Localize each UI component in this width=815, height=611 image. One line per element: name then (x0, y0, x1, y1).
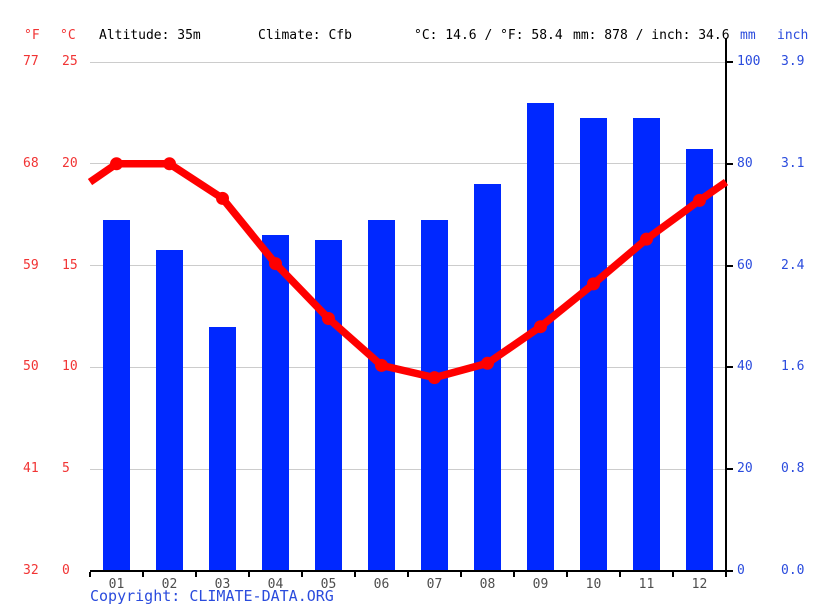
celsius-tick-label: 0 (62, 563, 70, 578)
mm-tick-label: 0 (737, 563, 745, 578)
precip-bar-10 (580, 117, 607, 571)
month-label-07: 07 (426, 577, 443, 592)
inch-tick-label: 2.4 (781, 257, 805, 273)
x-axis-tick (513, 572, 515, 577)
fahrenheit-tick-label: 77 (23, 54, 39, 69)
precip-bar-01 (103, 219, 130, 571)
temperature-polyline (87, 160, 729, 382)
inch-tick-label: 0.0 (781, 563, 805, 578)
month-label-06: 06 (373, 577, 390, 592)
month-label-12: 12 (691, 577, 708, 592)
precip-bar-11 (633, 117, 660, 571)
fahrenheit-tick-label: 41 (23, 461, 39, 477)
x-axis-line (90, 570, 728, 572)
mm-tick-label: 100 (737, 54, 761, 69)
celsius-tick-label: 10 (62, 359, 78, 375)
right-axis-tick (726, 570, 733, 572)
right-axis-tick (726, 468, 733, 471)
month-label-11: 11 (638, 577, 655, 592)
mm-tick-label: 60 (737, 257, 753, 273)
month-label-03: 03 (214, 577, 231, 592)
altitude-label: Altitude: 35m (99, 28, 201, 43)
right-axis-tick (726, 366, 733, 369)
x-axis-tick (248, 572, 250, 577)
precip-bar-03 (209, 326, 236, 571)
precip-bar-02 (156, 250, 183, 571)
climate-class-label: Climate: Cfb (258, 28, 352, 43)
x-axis-tick (725, 572, 727, 577)
month-label-10: 10 (585, 577, 602, 592)
precip-bar-09 (527, 102, 554, 571)
month-label-09: 09 (532, 577, 549, 592)
right-axis-tick (726, 162, 733, 165)
copyright-link[interactable]: CLIMATE-DATA.ORG (189, 587, 334, 605)
inch-tick-label: 1.6 (781, 359, 805, 375)
gridline (90, 468, 726, 470)
celsius-tick-label: 5 (62, 461, 70, 477)
inch-tick-label: 3.9 (781, 54, 805, 69)
precip-bar-12 (686, 148, 713, 571)
precip-bar-08 (474, 184, 501, 571)
gridline (90, 265, 726, 267)
x-axis-tick (142, 572, 144, 577)
mean-temperature-label: °C: 14.6 / °F: 58.4 (414, 28, 563, 43)
fahrenheit-axis-title: °F (24, 28, 40, 43)
fahrenheit-tick-label: 50 (23, 359, 39, 375)
x-axis-tick (407, 572, 409, 577)
right-axis-line (725, 38, 727, 572)
inch-tick-label: 0.8 (781, 461, 805, 477)
precip-bar-06 (368, 219, 395, 571)
mm-tick-label: 20 (737, 461, 753, 477)
copyright: Copyright: CLIMATE-DATA.ORG (90, 587, 334, 605)
x-axis-tick (301, 572, 303, 577)
x-axis-tick (566, 572, 568, 577)
x-axis-tick (619, 572, 621, 577)
month-label-05: 05 (320, 577, 337, 592)
annual-precipitation-label: mm: 878 / inch: 34.6 (573, 28, 730, 43)
inch-axis-title: inch (777, 28, 809, 43)
month-label-01: 01 (108, 577, 125, 592)
fahrenheit-tick-label: 59 (23, 257, 39, 273)
precip-bar-04 (262, 235, 289, 571)
x-axis-tick (89, 572, 91, 577)
inch-tick-label: 3.1 (781, 155, 805, 171)
x-axis-tick (460, 572, 462, 577)
gridline (90, 366, 726, 368)
fahrenheit-tick-label: 68 (23, 155, 39, 171)
precip-bar-07 (421, 219, 448, 571)
celsius-tick-label: 15 (62, 257, 78, 273)
right-axis-tick (726, 264, 733, 267)
x-axis-tick (354, 572, 356, 577)
celsius-tick-label: 20 (62, 155, 78, 171)
mm-axis-title: mm (740, 28, 756, 43)
copyright-label: Copyright: (90, 587, 181, 605)
right-axis-tick (726, 61, 733, 63)
gridline (90, 163, 726, 165)
month-label-02: 02 (161, 577, 178, 592)
x-axis-tick (672, 572, 674, 577)
fahrenheit-tick-label: 32 (23, 563, 39, 578)
month-label-04: 04 (267, 577, 284, 592)
celsius-tick-label: 25 (62, 54, 78, 69)
mm-tick-label: 80 (737, 155, 753, 171)
celsius-axis-title: °C (60, 28, 76, 43)
x-axis-tick (195, 572, 197, 577)
gridline (90, 61, 726, 63)
month-label-08: 08 (479, 577, 496, 592)
mm-tick-label: 40 (737, 359, 753, 375)
precip-bar-05 (315, 240, 342, 571)
temperature-point-03 (216, 191, 229, 205)
